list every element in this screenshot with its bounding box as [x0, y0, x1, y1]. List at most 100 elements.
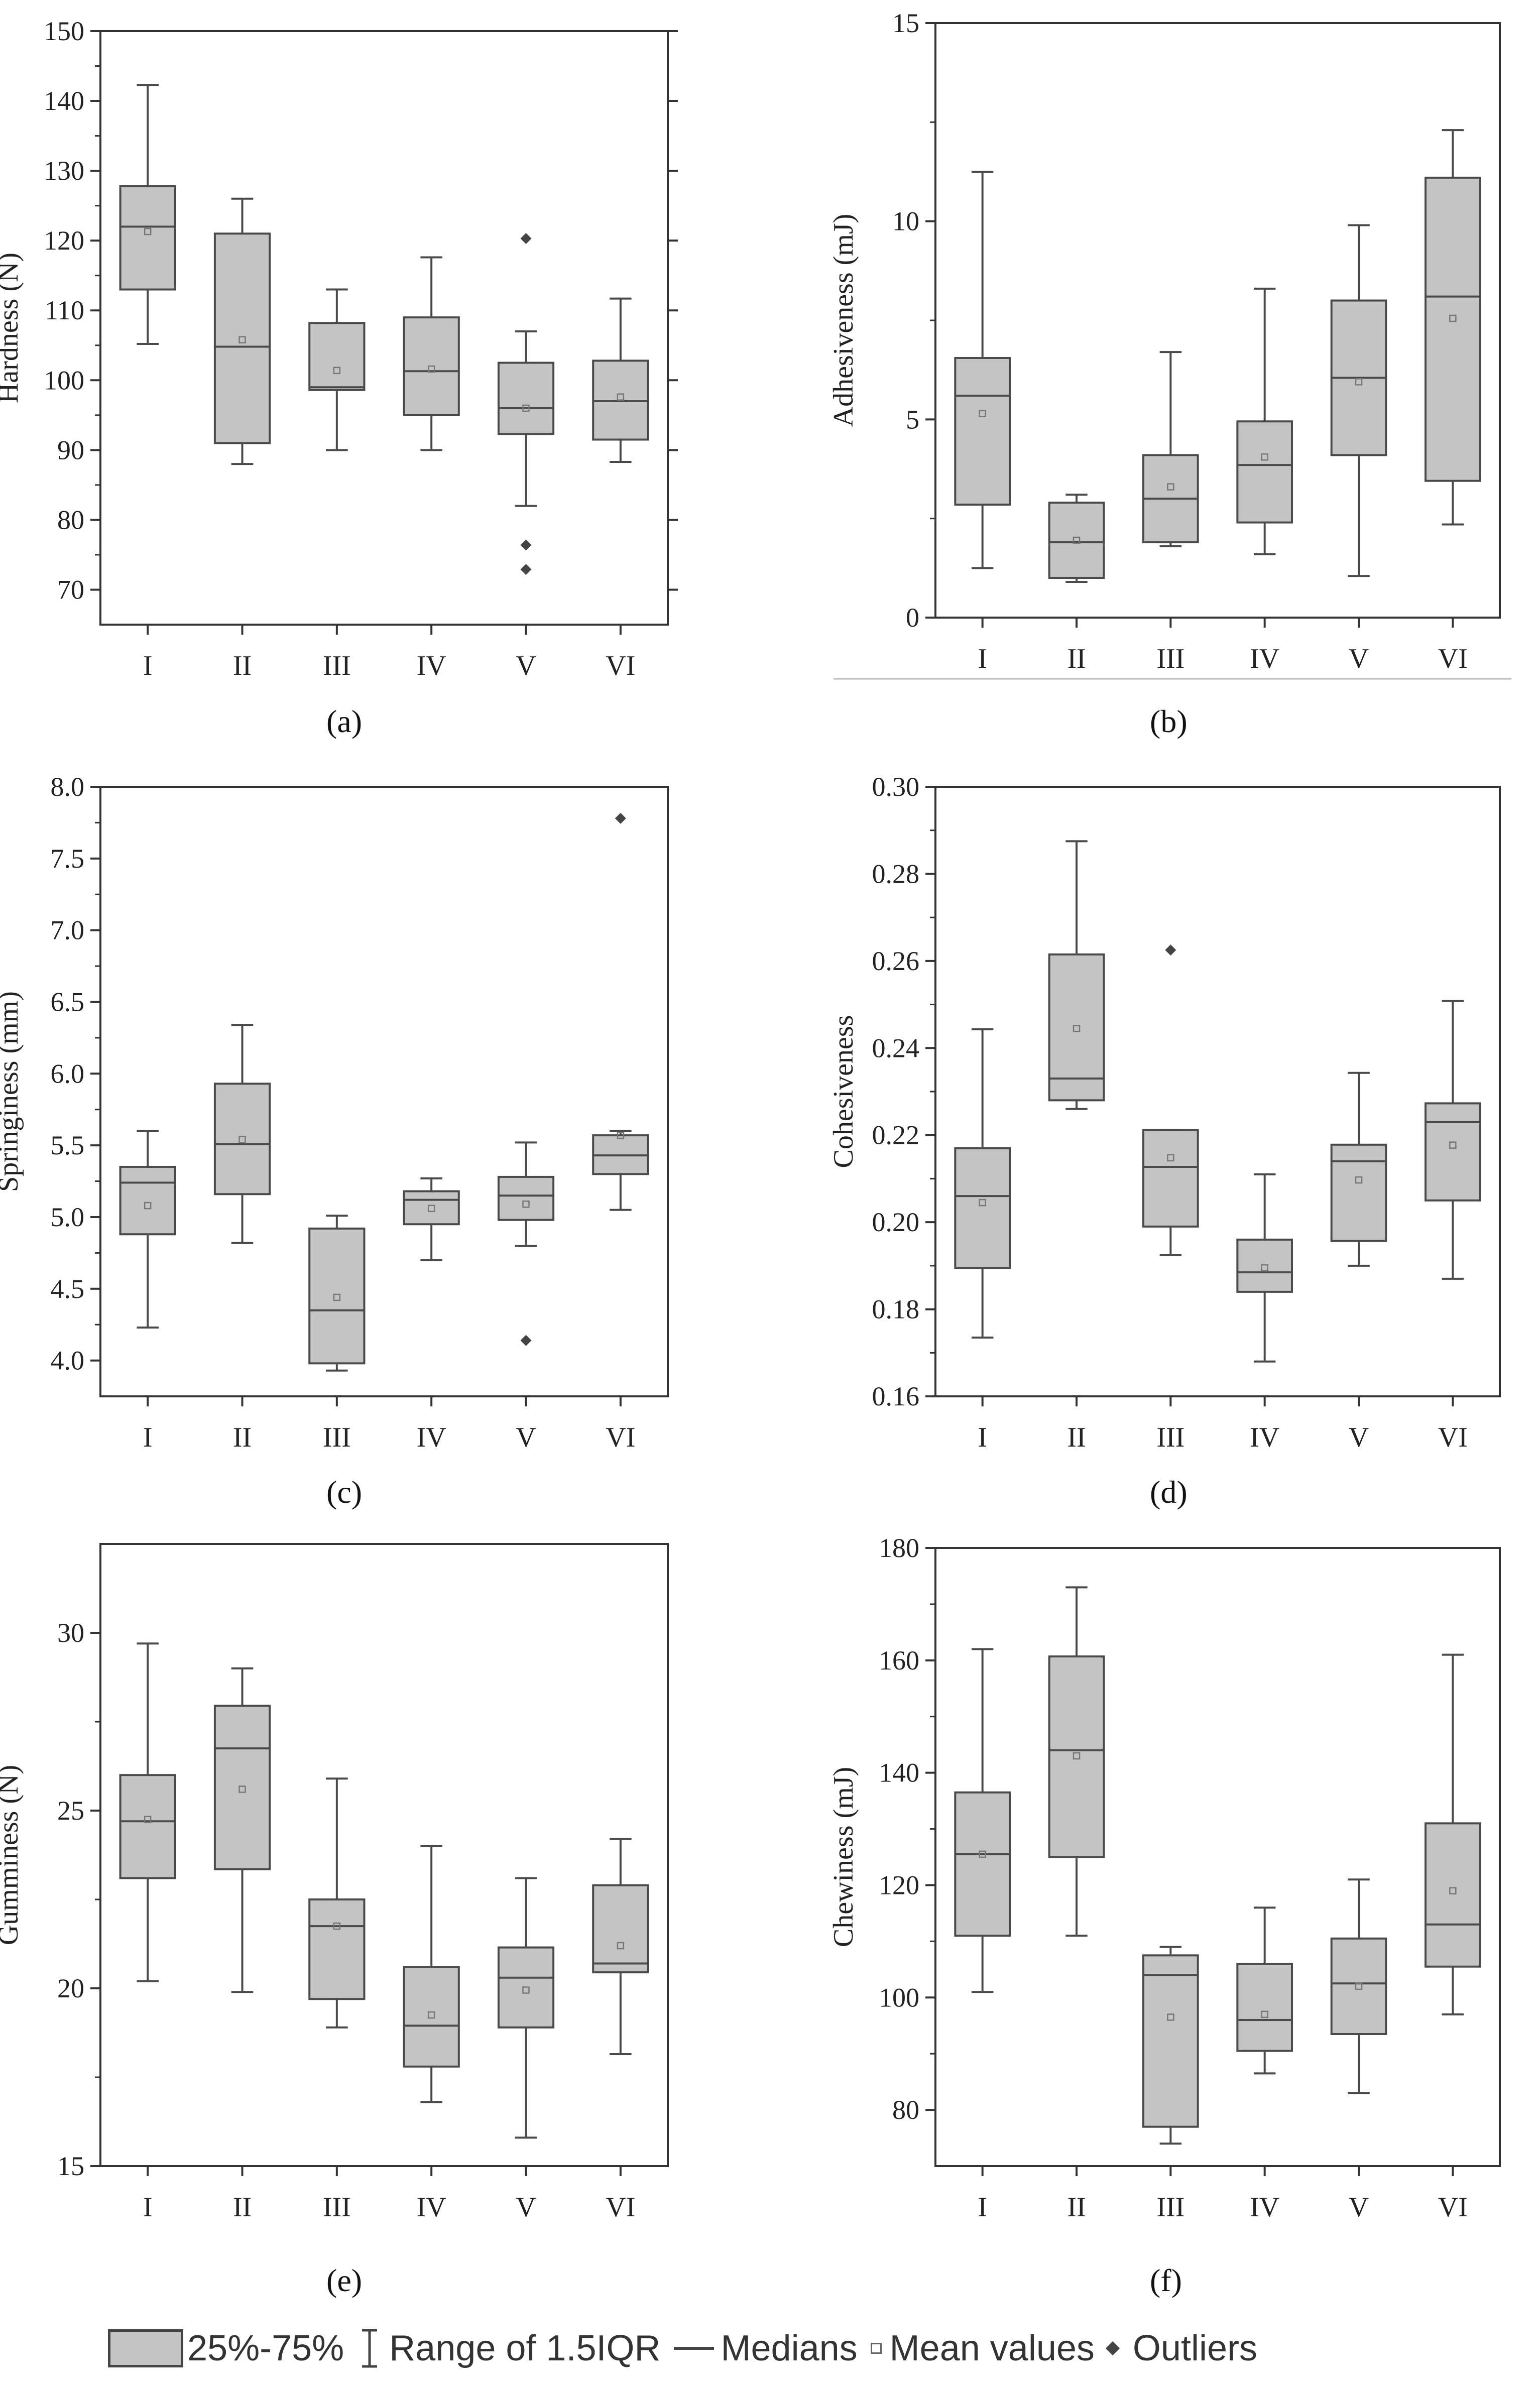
y-axis-label: Chewiness (mJ)	[828, 1767, 859, 1947]
mean-marker	[1261, 453, 1268, 461]
y-tick-label: 0.28	[872, 859, 920, 889]
x-tick-label: V	[1349, 1422, 1369, 1453]
box-IV: IV	[403, 256, 460, 681]
plot-frame	[99, 1543, 669, 2167]
box-V: V	[1330, 224, 1387, 674]
box-V: V	[497, 1141, 555, 1453]
y-tick-label: 4.5	[51, 1274, 85, 1304]
iqr-box	[1236, 1238, 1293, 1293]
y-tick-label: 0.20	[872, 1207, 920, 1237]
iqr-box	[1048, 1655, 1105, 1858]
outlier-point	[520, 564, 532, 575]
mean-marker	[333, 1293, 341, 1301]
y-tick-label: 90	[57, 435, 84, 465]
iqr-box	[1142, 1129, 1199, 1228]
y-tick-label: 80	[57, 505, 84, 535]
box-II: II	[1048, 1586, 1105, 2223]
y-tick-label: 6.5	[51, 987, 85, 1017]
box-II: II	[213, 1667, 271, 2223]
iqr-box	[592, 1884, 649, 1974]
y-tick-label: 8.0	[51, 772, 85, 802]
panel-label-f: (f)	[1150, 2262, 1182, 2298]
y-tick-label: 0.16	[872, 1381, 920, 1411]
legend-median-label: Medians	[721, 2328, 858, 2368]
x-tick-label: II	[1067, 2192, 1086, 2223]
box-III: III	[308, 288, 366, 681]
mean-marker	[522, 1986, 530, 1994]
panel-label-a: (a)	[326, 703, 363, 739]
iqr-box	[213, 1705, 271, 1870]
mean-marker	[1073, 1025, 1081, 1032]
y-axis-label: Hardness (N)	[0, 253, 24, 403]
panel-label-d: (d)	[1150, 1474, 1188, 1510]
outlier-point	[1165, 944, 1176, 956]
outlier-point	[520, 1335, 532, 1346]
mean-marker	[1261, 1264, 1268, 1272]
x-tick-label: I	[143, 2192, 153, 2223]
y-tick-label: 130	[44, 156, 84, 186]
box-VI: VI	[592, 1838, 649, 2223]
mean-marker	[979, 410, 986, 417]
mean-marker	[239, 1785, 246, 1793]
box-III: III	[308, 1215, 366, 1453]
box-V: V	[1330, 1878, 1387, 2223]
x-tick-label: V	[516, 2192, 536, 2223]
mean-marker	[1167, 483, 1174, 491]
y-tick-label: 0.18	[872, 1294, 920, 1325]
box-III: III	[1142, 351, 1199, 674]
box-I: I	[954, 1028, 1011, 1453]
mean-marker	[1167, 1154, 1174, 1162]
x-tick-label: III	[323, 2192, 351, 2223]
y-tick-label: 10	[892, 206, 919, 236]
x-tick-label: I	[978, 2192, 987, 2223]
iqr-box	[308, 322, 366, 391]
legend-outlier-label: Outliers	[1132, 2328, 1257, 2368]
y-tick-label: 15	[57, 2151, 84, 2181]
box-II: II	[1048, 840, 1105, 1453]
iqr-box	[403, 1966, 460, 2068]
iqr-box	[308, 1898, 366, 2000]
iqr-box	[119, 1165, 176, 1236]
x-tick-label: IV	[1250, 643, 1279, 674]
legend-range-label: Range of 1.5IQR	[389, 2328, 661, 2368]
iqr-box	[213, 1083, 271, 1196]
box-I: I	[119, 1130, 176, 1453]
mean-marker	[1167, 2013, 1174, 2021]
x-tick-label: VI	[606, 2192, 635, 2223]
y-tick-label: 20	[57, 1973, 84, 2003]
iqr-box	[1142, 1954, 1199, 2128]
box-IV: IV	[403, 1177, 460, 1453]
y-tick-label: 110	[45, 295, 84, 325]
plot-frame	[934, 1547, 1501, 2167]
x-tick-label: II	[233, 1422, 252, 1453]
iqr-box	[1330, 1937, 1387, 2036]
legend-mean-label: Mean values	[889, 2328, 1095, 2368]
outlier-diamond-icon	[1105, 2341, 1120, 2356]
x-tick-label: III	[1156, 2192, 1184, 2223]
x-tick-label: I	[143, 650, 153, 681]
y-tick-label: 120	[879, 1870, 919, 1900]
iqr-box	[119, 185, 176, 291]
mean-marker	[1355, 1982, 1363, 1990]
chart-legend: 25%-75% Range of 1.5IQR Medians Mean val…	[108, 2321, 1270, 2376]
y-tick-label: 7.0	[51, 915, 85, 945]
iqr-box	[1236, 420, 1293, 524]
panel-label-e: (e)	[326, 2262, 363, 2298]
x-tick-label: IV	[1250, 2192, 1279, 2223]
iqr-box	[403, 1190, 460, 1226]
y-tick-label: 0.24	[872, 1033, 920, 1063]
panel-label-c: (c)	[326, 1474, 363, 1510]
legend-range-item: Range of 1.5IQR	[357, 2328, 661, 2369]
y-tick-label: 6.0	[51, 1058, 85, 1089]
x-tick-label: III	[1156, 643, 1184, 674]
y-tick-label: 25	[57, 1796, 84, 1826]
mean-marker	[1261, 2010, 1268, 2018]
y-tick-label: 7.5	[51, 844, 85, 874]
x-tick-label: V	[516, 650, 536, 681]
x-tick-label: II	[233, 650, 252, 681]
x-tick-label: VI	[606, 1422, 635, 1453]
box-IV: IV	[1236, 287, 1293, 674]
box-III: III	[308, 1777, 366, 2223]
